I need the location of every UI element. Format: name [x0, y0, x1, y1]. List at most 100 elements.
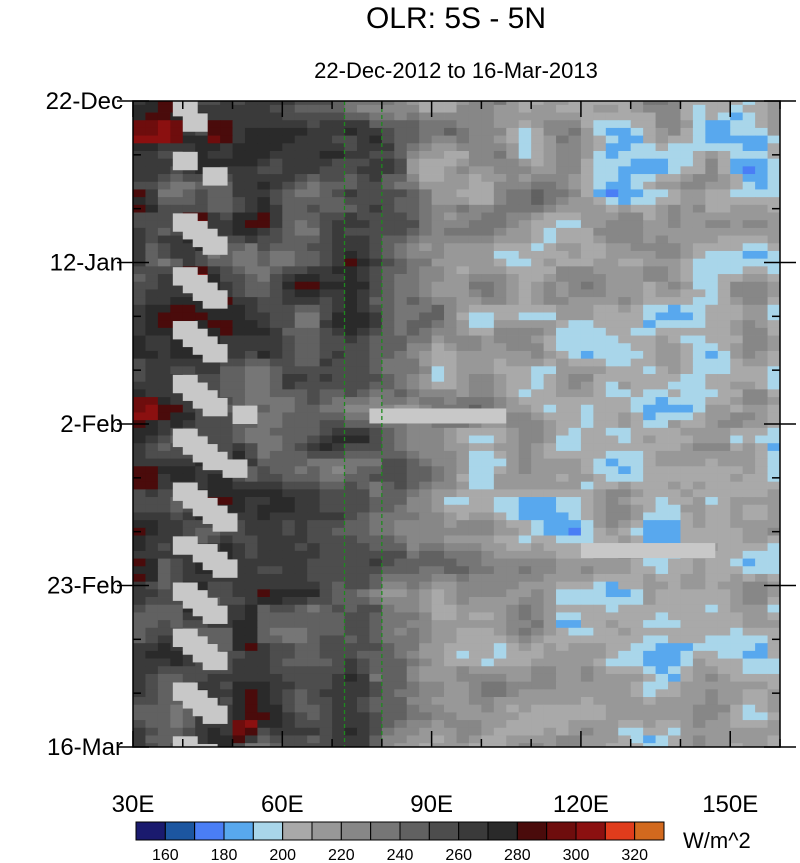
olr-cell	[556, 704, 569, 713]
olr-cell	[419, 589, 433, 598]
olr-cell	[344, 512, 358, 521]
olr-cell	[705, 143, 719, 152]
olr-cell	[692, 666, 706, 675]
olr-cell	[195, 620, 209, 629]
olr-cell	[444, 673, 457, 683]
olr-cell	[456, 635, 470, 644]
olr-cell	[344, 420, 358, 429]
olr-cell	[369, 635, 383, 644]
olr-cell	[717, 650, 731, 659]
olr-cell	[207, 104, 221, 113]
olr-cell	[643, 512, 656, 521]
olr-cell	[344, 227, 358, 236]
olr-cell	[630, 466, 644, 475]
olr-cell	[493, 581, 507, 590]
olr-cell	[182, 466, 196, 475]
olr-cell	[344, 212, 358, 221]
olr-cell	[692, 504, 706, 513]
olr-cell	[332, 666, 345, 675]
olr-cell	[568, 535, 582, 544]
olr-cell	[257, 235, 271, 244]
olr-cell	[531, 743, 544, 747]
olr-cell	[381, 650, 395, 659]
olr-cell	[630, 458, 644, 467]
olr-cell	[456, 481, 470, 490]
olr-cell	[170, 673, 184, 683]
olr-cell	[220, 258, 233, 267]
olr-cell	[319, 120, 333, 129]
olr-cell	[630, 312, 644, 321]
olr-cell	[593, 573, 607, 583]
olr-cell	[668, 189, 681, 198]
olr-cell	[232, 635, 246, 644]
olr-cell	[655, 297, 669, 306]
olr-cell	[145, 743, 159, 747]
olr-cell	[605, 466, 619, 475]
olr-cell	[294, 658, 308, 667]
olr-cell	[568, 566, 582, 575]
olr-cell	[481, 620, 495, 629]
olr-cell	[543, 697, 557, 706]
colorbar-swatch	[370, 821, 401, 841]
olr-cell	[257, 166, 271, 175]
olr-cell	[568, 550, 582, 559]
olr-cell	[730, 235, 744, 244]
olr-cell	[381, 327, 395, 336]
olr-cell	[170, 312, 184, 321]
olr-cell	[269, 381, 283, 390]
olr-cell	[680, 212, 694, 221]
olr-cell	[742, 712, 756, 721]
olr-cell	[257, 104, 271, 113]
olr-cell	[133, 412, 146, 421]
olr-cell	[630, 174, 644, 183]
olr-cell	[170, 166, 184, 175]
olr-cell	[232, 743, 246, 747]
olr-cell	[282, 412, 296, 421]
olr-cell	[207, 735, 221, 744]
olr-cell	[605, 650, 619, 659]
colorbar-swatch	[487, 821, 518, 841]
olr-cell	[394, 550, 408, 559]
olr-cell	[282, 489, 296, 498]
olr-cell	[668, 158, 681, 167]
olr-cell	[593, 274, 607, 283]
olr-cell	[356, 666, 370, 675]
olr-cell	[730, 412, 744, 421]
colorbar-swatch	[458, 821, 489, 841]
olr-cell	[170, 658, 184, 667]
olr-cell	[468, 658, 482, 667]
colorbar-label: 200	[269, 847, 296, 863]
olr-cell	[705, 697, 719, 706]
olr-cell	[381, 612, 395, 621]
olr-cell	[419, 443, 433, 452]
olr-cell	[282, 558, 296, 567]
reference-lines	[343, 101, 383, 747]
olr-cell	[133, 220, 146, 229]
olr-cell	[580, 289, 594, 298]
olr-cell	[630, 101, 644, 106]
olr-cell	[456, 327, 470, 336]
olr-cell	[319, 520, 333, 529]
olr-cell	[356, 320, 370, 329]
olr-cell	[244, 466, 258, 475]
olr-cell	[556, 174, 569, 183]
olr-cell	[182, 658, 196, 667]
olr-cell	[531, 412, 544, 421]
olr-cell	[518, 489, 532, 498]
missing-data-block	[172, 736, 198, 747]
olr-cell	[767, 535, 780, 544]
olr-cell	[481, 658, 495, 667]
olr-cell	[518, 527, 532, 536]
olr-cell	[730, 212, 744, 221]
olr-cell	[444, 512, 457, 521]
olr-cell	[531, 473, 544, 483]
olr-cell	[344, 743, 358, 747]
olr-cell	[543, 666, 557, 675]
olr-cell	[531, 127, 544, 137]
olr-cell	[742, 343, 756, 352]
olr-cell	[481, 427, 495, 436]
olr-cell	[506, 420, 520, 429]
olr-cell	[543, 166, 557, 175]
olr-cell	[730, 604, 744, 613]
olr-cell	[182, 420, 196, 429]
